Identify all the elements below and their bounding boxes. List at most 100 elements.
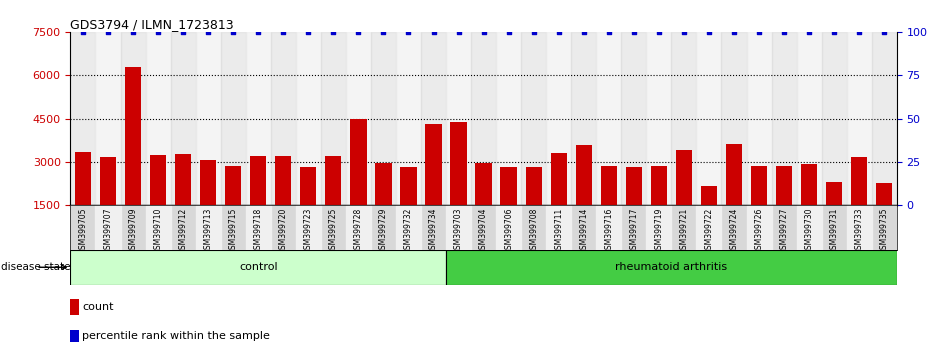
Text: GSM399712: GSM399712 [178,207,188,254]
Bar [325,156,342,249]
Bar [421,32,446,205]
Bar [346,205,371,250]
Bar [796,32,822,205]
Bar [601,166,617,249]
Point [251,29,266,35]
Bar [175,154,192,249]
Bar [822,32,847,205]
Bar [697,205,721,250]
Bar [221,32,246,205]
Point [100,29,115,35]
Bar [150,155,166,249]
Bar [625,167,642,249]
Bar [195,205,221,250]
Text: GSM399721: GSM399721 [680,207,688,254]
Point [501,29,516,35]
Bar [250,156,267,249]
Bar [776,166,793,249]
Bar [500,167,516,249]
Bar [70,330,79,342]
Text: GSM399709: GSM399709 [129,207,137,254]
Bar [75,152,91,249]
Bar [146,205,171,250]
Text: GDS3794 / ILMN_1723813: GDS3794 / ILMN_1723813 [70,18,234,31]
Point [601,29,616,35]
Text: GSM399726: GSM399726 [755,207,763,254]
Text: GSM399711: GSM399711 [554,207,563,254]
Text: GSM399707: GSM399707 [103,207,113,254]
Point [126,29,141,35]
Text: control: control [239,262,278,272]
Bar [697,32,721,205]
Text: GSM399703: GSM399703 [454,207,463,254]
Bar [576,145,592,249]
Point [451,29,466,35]
Text: GSM399713: GSM399713 [204,207,212,254]
Point [351,29,366,35]
Bar [446,32,471,205]
Bar [721,32,747,205]
Bar [851,157,868,249]
Point [225,29,240,35]
Bar [671,32,697,205]
Bar [125,67,141,249]
Text: GSM399723: GSM399723 [304,207,313,254]
Bar [321,32,346,205]
Bar [646,32,671,205]
Bar [496,205,521,250]
Bar [596,205,622,250]
Bar [726,144,742,249]
Point [300,29,316,35]
Text: GSM399729: GSM399729 [379,207,388,254]
Bar [747,205,772,250]
Bar [296,205,321,250]
Text: percentile rank within the sample: percentile rank within the sample [83,331,270,341]
Bar [200,160,216,249]
Bar [596,32,622,205]
Text: GSM399715: GSM399715 [229,207,238,254]
Bar [446,205,471,250]
Point [201,29,216,35]
Text: GSM399732: GSM399732 [404,207,413,254]
Bar [496,32,521,205]
Point [676,29,691,35]
Text: GSM399734: GSM399734 [429,207,438,254]
Point [326,29,341,35]
Text: GSM399705: GSM399705 [79,207,87,254]
Bar [275,156,291,249]
Point [727,29,742,35]
Bar [70,250,446,285]
Point [526,29,541,35]
Bar [446,250,897,285]
Bar [371,32,396,205]
Bar [550,153,567,249]
Bar [376,163,392,249]
Bar [847,32,871,205]
Bar [571,32,596,205]
Bar [425,124,441,249]
Bar [246,205,270,250]
Text: GSM399708: GSM399708 [530,207,538,254]
Point [476,29,491,35]
Point [701,29,716,35]
Point [276,29,291,35]
Bar [100,157,116,249]
Text: GSM399716: GSM399716 [605,207,613,254]
Bar [796,205,822,250]
Point [150,29,165,35]
Point [75,29,90,35]
Bar [270,32,296,205]
Text: GSM399735: GSM399735 [880,207,888,254]
Text: GSM399714: GSM399714 [579,207,588,254]
Bar [96,205,120,250]
Bar [876,183,892,249]
Point [401,29,416,35]
Text: GSM399733: GSM399733 [854,207,864,254]
Text: disease state: disease state [2,262,71,272]
Bar [475,162,492,249]
Text: GSM399720: GSM399720 [279,207,287,254]
Point [577,29,592,35]
Bar [350,119,366,249]
Bar [801,164,817,249]
Text: GSM399718: GSM399718 [254,207,263,254]
